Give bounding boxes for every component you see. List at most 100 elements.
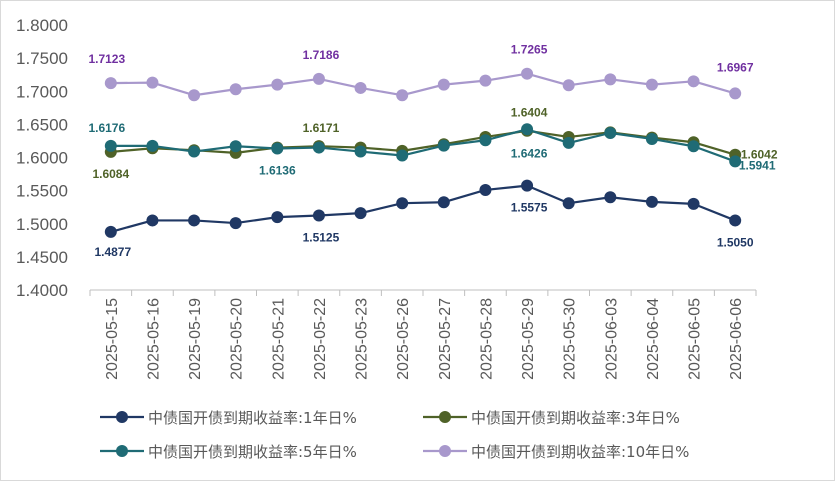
legend-marker — [116, 411, 128, 423]
y-axis: 1.4000 1.4500 1.5000 1.5500 1.6000 1.6500 1.70… — [16, 16, 68, 300]
data-point — [229, 83, 242, 96]
legend-label: 中债国开债到期收益率:1年日% — [148, 409, 357, 427]
x-tick-label: 2025-05-26 — [395, 298, 412, 380]
data-point — [729, 87, 742, 100]
data-point — [604, 191, 617, 204]
data-point — [146, 139, 159, 152]
data-label: 1.6404 — [511, 106, 548, 120]
data-point — [437, 196, 450, 209]
series-2 — [104, 123, 742, 168]
legend-item: 中债国开债到期收益率:5年日% — [100, 443, 357, 461]
series-layer — [104, 67, 742, 238]
data-point — [687, 197, 700, 210]
x-tick-label: 2025-05-21 — [270, 298, 287, 380]
data-point — [521, 179, 534, 192]
data-point — [729, 214, 742, 227]
data-point — [104, 225, 117, 238]
data-point — [396, 89, 409, 102]
legend-item: 中债国开债到期收益率:3年日% — [423, 409, 680, 427]
data-point — [354, 145, 367, 158]
legend-marker — [439, 411, 451, 423]
y-tick-label: 1.5500 — [16, 182, 68, 201]
legend-label: 中债国开债到期收益率:5年日% — [148, 443, 357, 461]
x-tick-label: 2025-05-20 — [229, 298, 246, 380]
x-tick-label: 2025-06-04 — [645, 298, 662, 380]
data-point — [687, 140, 700, 153]
data-label: 1.6084 — [92, 167, 129, 181]
data-label: 1.7186 — [303, 48, 340, 62]
series-line — [110, 128, 736, 163]
y-tick-label: 1.7500 — [16, 49, 68, 68]
legend-marker — [116, 445, 128, 457]
data-point — [229, 140, 242, 153]
data-point — [645, 195, 658, 208]
data-point — [271, 78, 284, 91]
data-point — [437, 78, 450, 91]
data-point — [104, 139, 117, 152]
x-tick-label: 2025-05-27 — [437, 298, 454, 380]
y-tick-label: 1.8000 — [16, 16, 68, 35]
data-point — [687, 75, 700, 88]
y-tick-label: 1.4500 — [16, 248, 68, 267]
legend-marker — [439, 445, 451, 457]
x-tick-label: 2025-05-23 — [354, 298, 371, 380]
data-point — [312, 141, 325, 154]
data-point — [645, 78, 658, 91]
y-tick-label: 1.7000 — [16, 82, 68, 101]
data-point — [188, 145, 201, 158]
data-label: 1.5050 — [717, 235, 754, 249]
legend-label: 中债国开债到期收益率:10年日% — [471, 443, 689, 461]
x-tick-label: 2025-05-22 — [312, 298, 329, 380]
data-point — [396, 197, 409, 210]
data-label: 1.5941 — [739, 158, 776, 172]
data-point — [354, 81, 367, 94]
data-label: 1.6042 — [741, 148, 778, 162]
series-line — [110, 184, 736, 233]
data-label: 1.6426 — [511, 146, 548, 160]
x-tick-label: 2025-06-06 — [728, 298, 745, 380]
x-axis: 2025-05-15 2025-05-16 2025-05-19 2025-05-20… — [89, 289, 757, 380]
data-label: 1.4877 — [94, 245, 131, 259]
data-point — [312, 209, 325, 222]
data-point — [229, 217, 242, 230]
x-tick-label: 2025-05-15 — [104, 298, 121, 380]
data-point — [437, 139, 450, 152]
x-tick-label: 2025-05-29 — [520, 298, 537, 380]
legend: 中债国开债到期收益率:1年日% 中债国开债到期收益率:3年日% 中债国开债到期收益率… — [100, 409, 689, 461]
data-label: 1.5125 — [303, 230, 340, 244]
data-point — [271, 142, 284, 155]
data-point — [396, 149, 409, 162]
data-point — [562, 136, 575, 149]
series-3 — [104, 67, 742, 102]
data-label: 1.7123 — [88, 52, 125, 66]
data-point — [645, 132, 658, 145]
data-point — [354, 207, 367, 220]
x-tick-label: 2025-05-30 — [562, 298, 579, 380]
data-point — [562, 79, 575, 92]
legend-item: 中债国开债到期收益率:1年日% — [100, 409, 357, 427]
data-point — [729, 155, 742, 168]
data-point — [604, 73, 617, 86]
data-point — [146, 214, 159, 227]
x-tick-label: 2025-05-19 — [187, 298, 204, 380]
x-tick-label: 2025-06-05 — [687, 298, 704, 380]
series-line — [110, 72, 736, 97]
data-label: 1.6136 — [259, 163, 296, 177]
data-point — [479, 74, 492, 87]
x-tick-label: 2025-06-03 — [603, 298, 620, 380]
data-point — [521, 67, 534, 80]
data-point — [604, 126, 617, 139]
legend-label: 中债国开债到期收益率:3年日% — [471, 409, 680, 427]
data-point — [312, 72, 325, 85]
data-point — [188, 214, 201, 227]
x-tick-label: 2025-05-28 — [478, 298, 495, 380]
y-tick-label: 1.6000 — [16, 149, 68, 168]
series-0 — [104, 179, 742, 238]
y-tick-label: 1.5000 — [16, 215, 68, 234]
data-point — [562, 197, 575, 210]
legend-item: 中债国开债到期收益率:10年日% — [423, 443, 689, 461]
data-point — [146, 76, 159, 89]
data-point — [188, 89, 201, 102]
